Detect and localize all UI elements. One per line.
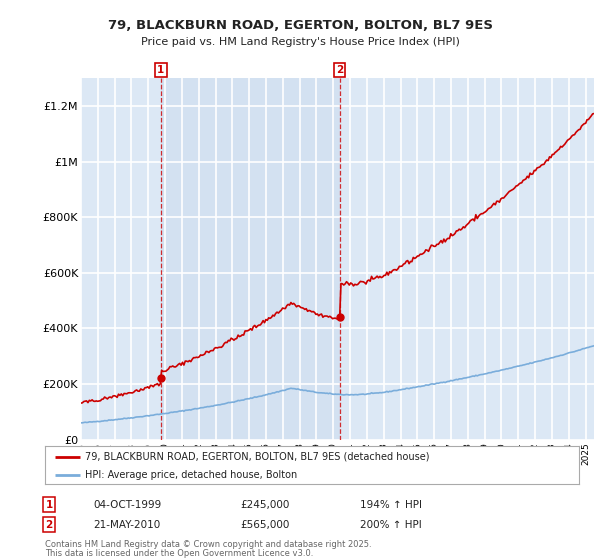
Text: 1: 1 (46, 500, 53, 510)
Text: £565,000: £565,000 (240, 520, 289, 530)
Text: 200% ↑ HPI: 200% ↑ HPI (360, 520, 422, 530)
Text: 04-OCT-1999: 04-OCT-1999 (93, 500, 161, 510)
Text: 1: 1 (157, 65, 164, 75)
Text: £245,000: £245,000 (240, 500, 289, 510)
Bar (161, 78, 340, 440)
Text: Contains HM Land Registry data © Crown copyright and database right 2025.: Contains HM Land Registry data © Crown c… (45, 540, 371, 549)
Text: 21-MAY-2010: 21-MAY-2010 (93, 520, 160, 530)
Text: Price paid vs. HM Land Registry's House Price Index (HPI): Price paid vs. HM Land Registry's House … (140, 37, 460, 47)
Text: 79, BLACKBURN ROAD, EGERTON, BOLTON, BL7 9ES: 79, BLACKBURN ROAD, EGERTON, BOLTON, BL7… (107, 18, 493, 32)
Text: 79, BLACKBURN ROAD, EGERTON, BOLTON, BL7 9ES (detached house): 79, BLACKBURN ROAD, EGERTON, BOLTON, BL7… (85, 451, 430, 461)
Text: HPI: Average price, detached house, Bolton: HPI: Average price, detached house, Bolt… (85, 470, 298, 480)
Text: 2: 2 (46, 520, 53, 530)
Text: 2: 2 (336, 65, 343, 75)
Text: This data is licensed under the Open Government Licence v3.0.: This data is licensed under the Open Gov… (45, 549, 313, 558)
Text: 194% ↑ HPI: 194% ↑ HPI (360, 500, 422, 510)
